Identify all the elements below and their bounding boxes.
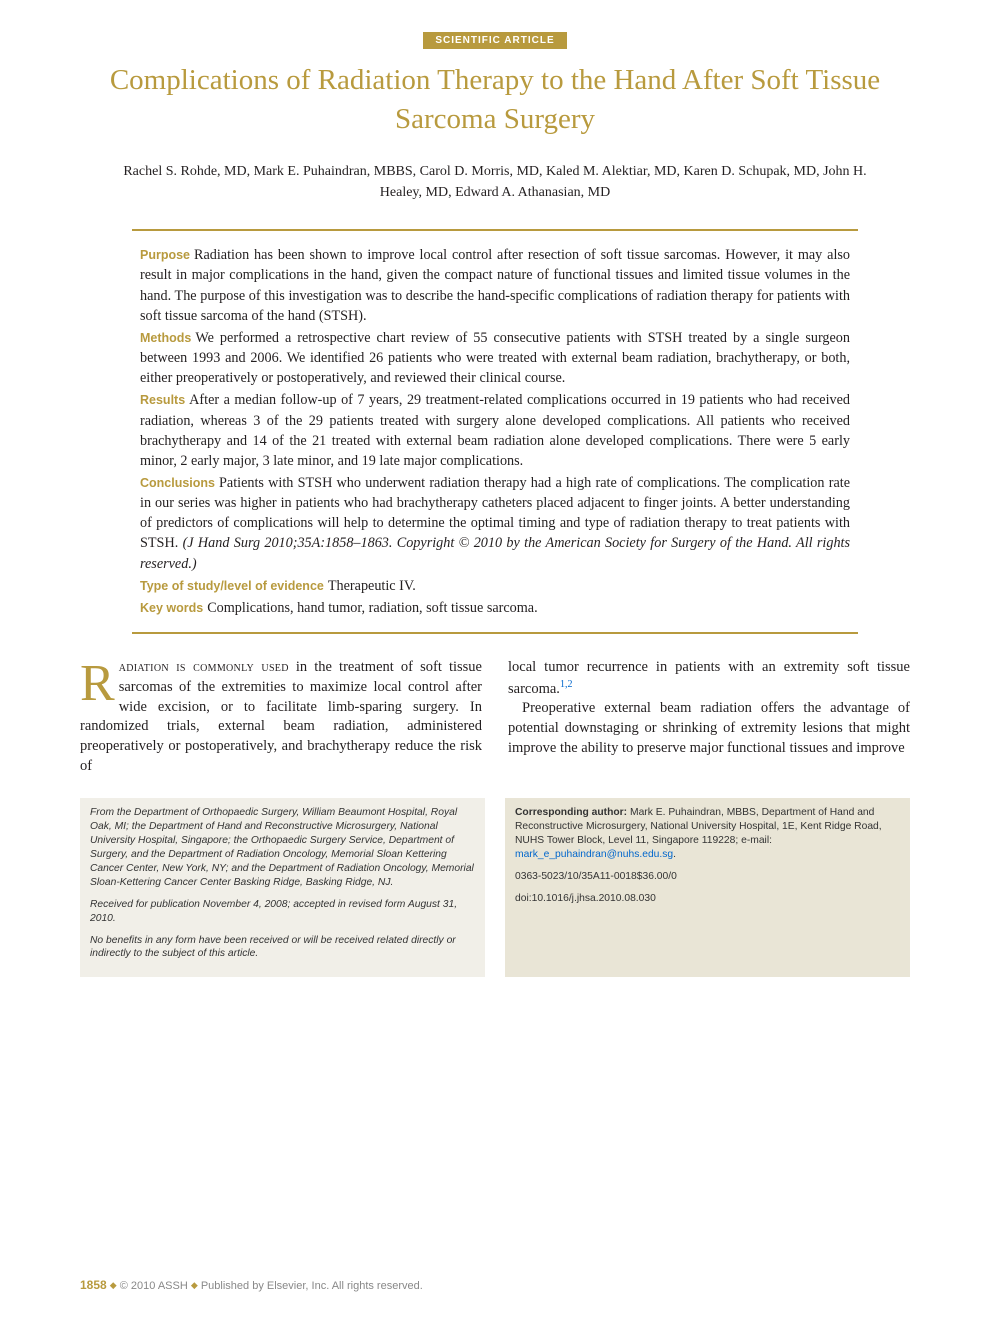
footer-publisher: Published by Elsevier, Inc. All rights r… — [201, 1280, 423, 1292]
abstract-keywords: Key words Complications, hand tumor, radi… — [140, 598, 850, 618]
abstract-box: PurposeRadiation has been shown to impro… — [132, 229, 858, 634]
evidence-label: Type of study/level of evidence — [140, 579, 324, 593]
author-list: Rachel S. Rohde, MD, Mark E. Puhaindran,… — [120, 161, 870, 203]
footer-info-block: From the Department of Orthopaedic Surge… — [80, 798, 910, 977]
purpose-text: Radiation has been shown to improve loca… — [140, 247, 850, 323]
abstract-evidence: Type of study/level of evidence Therapeut… — [140, 576, 850, 596]
corresponding-label: Corresponding author: — [515, 807, 627, 818]
page-number: 1858 — [80, 1278, 107, 1292]
footer-affiliations: From the Department of Orthopaedic Surge… — [80, 798, 485, 977]
results-label: Results — [140, 393, 185, 407]
corresponding-email[interactable]: mark_e_puhaindran@nuhs.edu.sg — [515, 849, 673, 860]
footer-copyright: © 2010 ASSH — [120, 1280, 188, 1292]
issn-line: 0363-5023/10/35A11-0018$36.00/0 — [515, 870, 900, 884]
page-footer: 1858 ◆ © 2010 ASSH ◆ Published by Elsevi… — [80, 1278, 423, 1292]
citation-superscript[interactable]: 1,2 — [560, 679, 573, 690]
body-column-1: Radiation is commonly used in the treatm… — [80, 658, 482, 776]
diamond-icon: ◆ — [191, 1280, 198, 1290]
body-paragraph-3: Preoperative external beam radiation off… — [508, 699, 910, 758]
keywords-text: Complications, hand tumor, radiation, so… — [207, 600, 537, 616]
footer-corresponding: Corresponding author: Mark E. Puhaindran… — [505, 798, 910, 977]
benefits-text: No benefits in any form have been receiv… — [90, 934, 475, 962]
results-text: After a median follow-up of 7 years, 29 … — [140, 392, 850, 468]
evidence-text: Therapeutic IV. — [328, 578, 416, 594]
body-p1-rest: in the treatment of soft tissue sarcomas… — [80, 659, 482, 774]
body-column-2: local tumor recurrence in patients with … — [508, 658, 910, 776]
abstract-conclusions: ConclusionsPatients with STSH who underw… — [140, 473, 850, 574]
purpose-label: Purpose — [140, 248, 190, 262]
abstract-methods: MethodsWe performed a retrospective char… — [140, 328, 850, 388]
article-type-badge: SCIENTIFIC ARTICLE — [423, 32, 566, 49]
abstract-purpose: PurposeRadiation has been shown to impro… — [140, 245, 850, 326]
methods-text: We performed a retrospective chart revie… — [140, 330, 850, 386]
abstract-results: ResultsAfter a median follow-up of 7 yea… — [140, 390, 850, 471]
methods-label: Methods — [140, 331, 191, 345]
diamond-icon: ◆ — [110, 1280, 117, 1290]
article-title: Complications of Radiation Therapy to th… — [80, 61, 910, 139]
conclusions-label: Conclusions — [140, 476, 215, 490]
body-paragraph-1: Radiation is commonly used in the treatm… — [80, 658, 482, 776]
body-columns: Radiation is commonly used in the treatm… — [80, 658, 910, 776]
dropcap: R — [80, 658, 119, 706]
keywords-label: Key words — [140, 601, 203, 615]
body-paragraph-2: local tumor recurrence in patients with … — [508, 658, 910, 699]
doi-line: doi:10.1016/j.jhsa.2010.08.030 — [515, 892, 900, 906]
received-text: Received for publication November 4, 200… — [90, 898, 475, 926]
citation: (J Hand Surg 2010;35A:1858–1863. Copyrig… — [140, 535, 850, 571]
corresponding-author: Corresponding author: Mark E. Puhaindran… — [515, 806, 900, 862]
affiliations-text: From the Department of Orthopaedic Surge… — [90, 806, 475, 889]
lead-smallcaps: adiation is commonly used — [119, 659, 289, 675]
article-type-badge-wrap: SCIENTIFIC ARTICLE — [80, 30, 910, 49]
